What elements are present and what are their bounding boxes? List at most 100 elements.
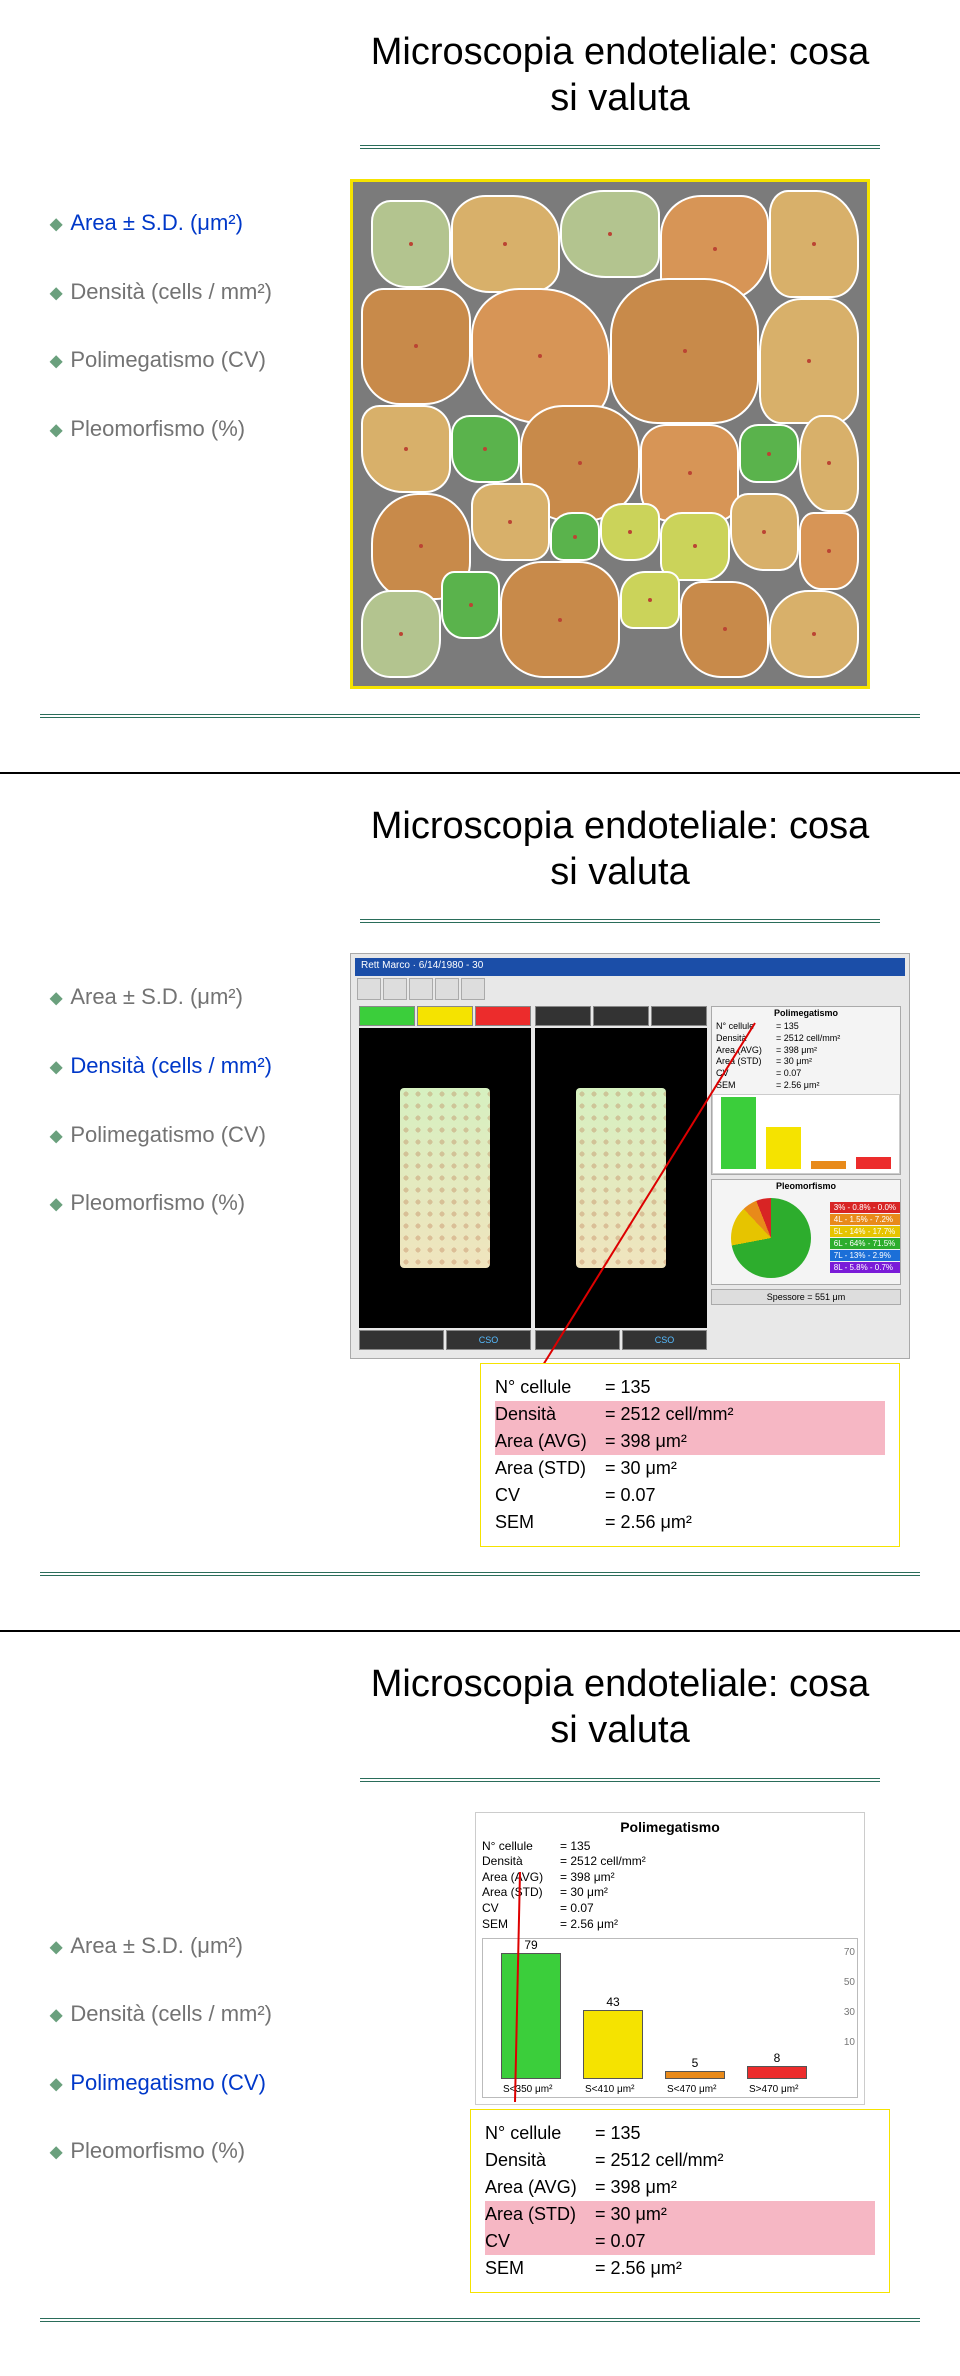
panel-title: Pleomorfismo (712, 1180, 900, 1192)
slide-title: Microscopia endoteliale: cosa si valuta (360, 30, 880, 121)
bullet-marker-icon: ◆ (50, 2006, 62, 2027)
title-block: Microscopia endoteliale: cosa si valuta (360, 804, 880, 923)
cell (471, 483, 551, 561)
polimegatismo-panel: Polimegatismo N° cellule= 135Densità= 25… (711, 1006, 901, 1174)
bullet-list: ◆Area ± S.D. (μm²) ◆Densità (cells / mm²… (40, 953, 320, 1547)
bullet-text: Pleomorfismo (%) (70, 1189, 245, 1218)
toolbar-button[interactable] (461, 978, 485, 1000)
bullet-text: Polimegatismo (CV) (70, 346, 266, 375)
cell (361, 405, 451, 493)
tab[interactable] (475, 1006, 531, 1026)
bullet-polimegatismo: ◆Polimegatismo (CV) (50, 1121, 320, 1150)
cell (799, 415, 859, 513)
window-titlebar: Rett Marco · 6/14/1980 - 30 (355, 958, 905, 976)
bar (721, 1097, 756, 1169)
bullet-list: ◆Area ± S.D. (μm²) ◆Densità (cells / mm²… (40, 179, 320, 689)
bullet-marker-icon: ◆ (50, 2075, 62, 2096)
window-toolbar (355, 976, 905, 1002)
bullet-text: Polimegatismo (CV) (70, 1121, 266, 1150)
bullet-text: Densità (cells / mm²) (70, 278, 272, 307)
tab[interactable] (535, 1006, 591, 1026)
tab[interactable] (359, 1330, 444, 1350)
data-row: Area (STD)= 30 μm² (495, 1455, 885, 1482)
bullet-area: ◆ Area ± S.D. (μm²) (50, 1932, 320, 1961)
bullet-text: Area ± S.D. (μm²) (70, 1932, 243, 1961)
panel-title: Polimegatismo (712, 1007, 900, 1019)
slide-title: Microscopia endoteliale: cosa si valuta (360, 1662, 880, 1753)
cell (500, 561, 620, 678)
side-panels: Polimegatismo N° cellule= 135Densità= 25… (711, 1006, 901, 1350)
image-column-right: CSO (535, 1006, 707, 1350)
cell (600, 503, 660, 562)
chart-stats: N° cellule= 135Densità= 2512 cell/mm²Are… (482, 1839, 858, 1933)
cell (769, 190, 859, 297)
cell (610, 278, 759, 424)
toolbar-button[interactable] (409, 978, 433, 1000)
data-row: CV= 0.07 (495, 1482, 885, 1509)
tab[interactable] (651, 1006, 707, 1026)
cell (441, 571, 501, 639)
bullet-area: ◆ Area ± S.D. (μm²) (50, 983, 320, 1012)
cell (769, 590, 859, 678)
bullet-text: Area ± S.D. (μm²) (70, 983, 243, 1012)
bullet-polimegatismo: ◆ Polimegatismo (CV) (50, 2069, 320, 2098)
cell (759, 298, 859, 425)
cell (451, 415, 521, 483)
tab[interactable] (359, 1006, 415, 1026)
data-row: CV= 0.07 (485, 2228, 875, 2255)
bullet-polimegatismo: ◆Polimegatismo (CV) (50, 346, 320, 375)
chart-title: Polimegatismo (482, 1819, 858, 1835)
pie-legend: 3% - 0.8% - 0.0%4L - 1.5% - 7.2%5L - 14%… (830, 1202, 900, 1273)
bullet-marker-icon: ◆ (50, 989, 62, 1010)
cell (560, 190, 660, 278)
bar (811, 1161, 846, 1169)
data-row: Densità= 2512 cell/mm² (495, 1401, 885, 1428)
toolbar-button[interactable] (383, 978, 407, 1000)
cell (471, 288, 610, 425)
data-row: N° cellule= 135 (495, 1374, 885, 1401)
cell (799, 512, 859, 590)
tab[interactable] (593, 1006, 649, 1026)
data-row: Area (AVG)= 398 μm² (485, 2174, 875, 2201)
bullet-text: Polimegatismo (CV) (70, 2069, 266, 2098)
data-row: Densità= 2512 cell/mm² (485, 2147, 875, 2174)
polimegatismo-box: Polimegatismo N° cellule= 135Densità= 25… (475, 1812, 865, 2106)
slide-title: Microscopia endoteliale: cosa si valuta (360, 804, 880, 895)
data-row: N° cellule= 135 (485, 2120, 875, 2147)
endothelium-image-processed (535, 1028, 707, 1328)
tab[interactable]: CSO (446, 1330, 531, 1350)
tab[interactable]: CSO (622, 1330, 707, 1350)
tab[interactable] (535, 1330, 620, 1350)
data-row: Area (AVG)= 398 μm² (495, 1428, 885, 1455)
pie-chart (731, 1198, 811, 1278)
title-block: Microscopia endoteliale: cosa si valuta (360, 1662, 880, 1781)
data-row: SEM= 2.56 μm² (495, 1509, 885, 1536)
bullet-marker-icon: ◆ (50, 1058, 62, 1079)
bullet-marker-icon: ◆ (50, 215, 62, 236)
toolbar-button[interactable] (357, 978, 381, 1000)
image-column-left: CSO (359, 1006, 531, 1350)
bar (856, 1157, 891, 1169)
pleomorfismo-panel: Pleomorfismo 3% - 0.8% - 0.0%4L - 1.5% -… (711, 1179, 901, 1285)
window-main: CSO CSO Polimegatismo N° cellule= 135Den… (355, 1002, 905, 1354)
software-window: Rett Marco · 6/14/1980 - 30 CSO CSO (350, 953, 910, 1359)
cell (739, 424, 799, 483)
panel-barchart (712, 1094, 900, 1174)
bullet-marker-icon: ◆ (50, 1938, 62, 1959)
tab[interactable] (417, 1006, 473, 1026)
cell (680, 581, 770, 679)
bullet-marker-icon: ◆ (50, 1195, 62, 1216)
bullet-text: Pleomorfismo (%) (70, 2137, 245, 2166)
toolbar-button[interactable] (435, 978, 459, 1000)
bullet-pleomorfismo: ◆ Pleomorfismo (%) (50, 1189, 320, 1218)
data-row: SEM= 2.56 μm² (485, 2255, 875, 2282)
cell (730, 493, 800, 571)
slide-2: Microscopia endoteliale: cosa si valuta … (0, 774, 960, 1630)
polimegatismo-pane: Polimegatismo N° cellule= 135Densità= 25… (340, 1812, 920, 2294)
bullet-list: ◆ Area ± S.D. (μm²) ◆Densità (cells / mm²… (40, 1812, 320, 2294)
bullet-marker-icon: ◆ (50, 2143, 62, 2164)
thickness-label: Spessore = 551 μm (711, 1289, 901, 1305)
data-callout-box: N° cellule= 135Densità= 2512 cell/mm²Are… (470, 2109, 890, 2293)
bullet-text: Area ± S.D. (μm²) (70, 209, 243, 238)
bullet-density: ◆Densità (cells / mm²) (50, 2000, 320, 2029)
